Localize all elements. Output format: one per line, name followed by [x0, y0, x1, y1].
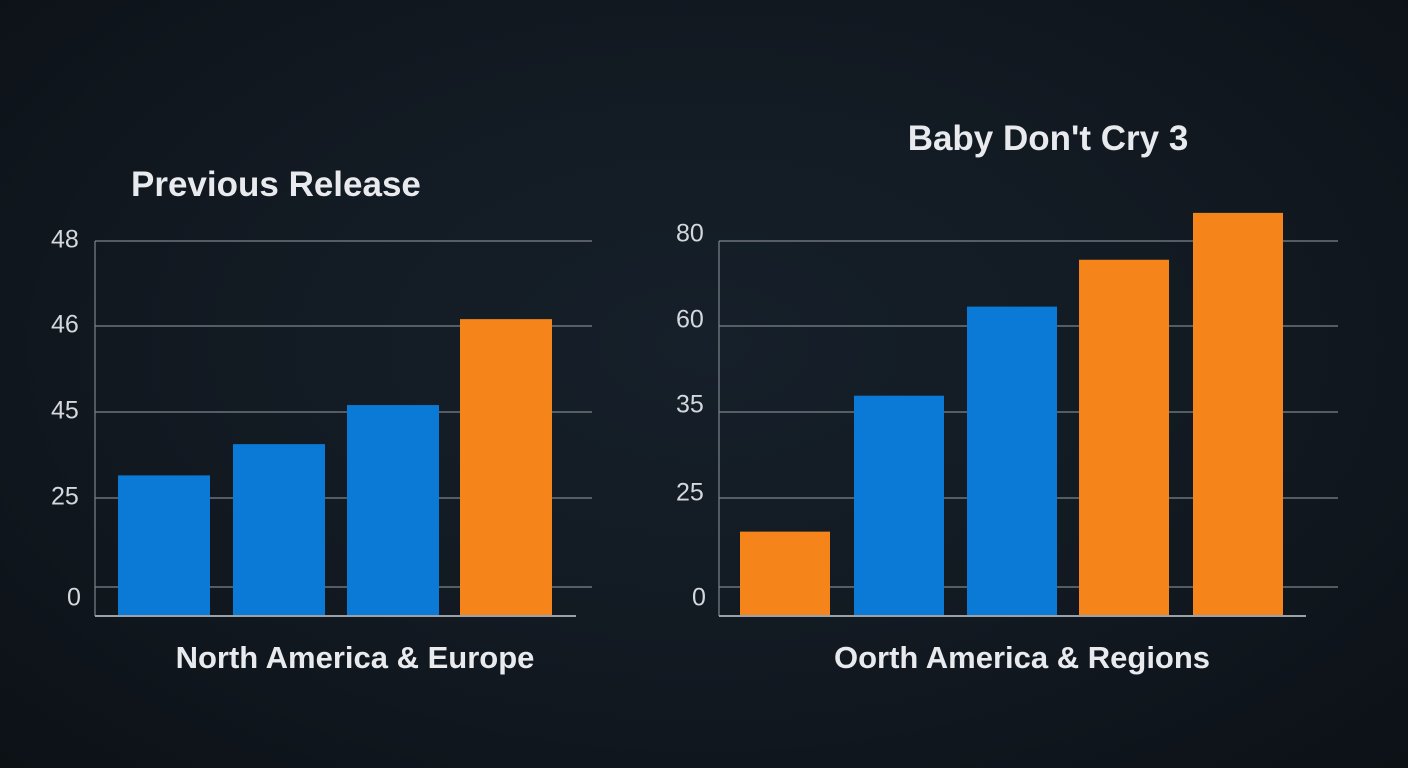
bar-3: [967, 306, 1057, 616]
y-tick-label: 45: [51, 397, 79, 425]
bar-5: [1193, 212, 1283, 616]
x-axis-label: Oorth America & Regions: [834, 640, 1210, 675]
chart-title: Previous Release: [131, 165, 421, 204]
bar-3: [347, 405, 439, 616]
bar-1: [118, 475, 210, 616]
y-tick-label: 60: [676, 306, 704, 334]
bar-2: [854, 395, 944, 616]
bar-group: [740, 212, 1283, 616]
baby-dont-cry-3-chart: Baby Don't Cry 3 80 60 35 25 0 Oorth Ame…: [676, 119, 1338, 675]
previous-release-chart: Previous Release 48 46 45 25 0 North Ame…: [51, 165, 592, 675]
y-tick-label: 35: [676, 391, 704, 419]
y-tick-label: 0: [692, 584, 706, 612]
bar-4: [460, 319, 552, 616]
chart-title: Baby Don't Cry 3: [908, 119, 1189, 158]
y-tick-label: 25: [51, 483, 79, 511]
bar-group: [118, 319, 552, 616]
y-tick-label: 25: [676, 479, 704, 507]
y-tick-label: 48: [51, 226, 79, 254]
bar-1: [740, 531, 830, 616]
y-tick-label: 46: [51, 311, 79, 339]
x-axis-label: North America & Europe: [176, 640, 535, 675]
y-tick-label: 80: [676, 220, 704, 248]
y-tick-label: 0: [67, 584, 81, 612]
bar-2: [233, 444, 325, 616]
bar-4: [1079, 259, 1169, 616]
